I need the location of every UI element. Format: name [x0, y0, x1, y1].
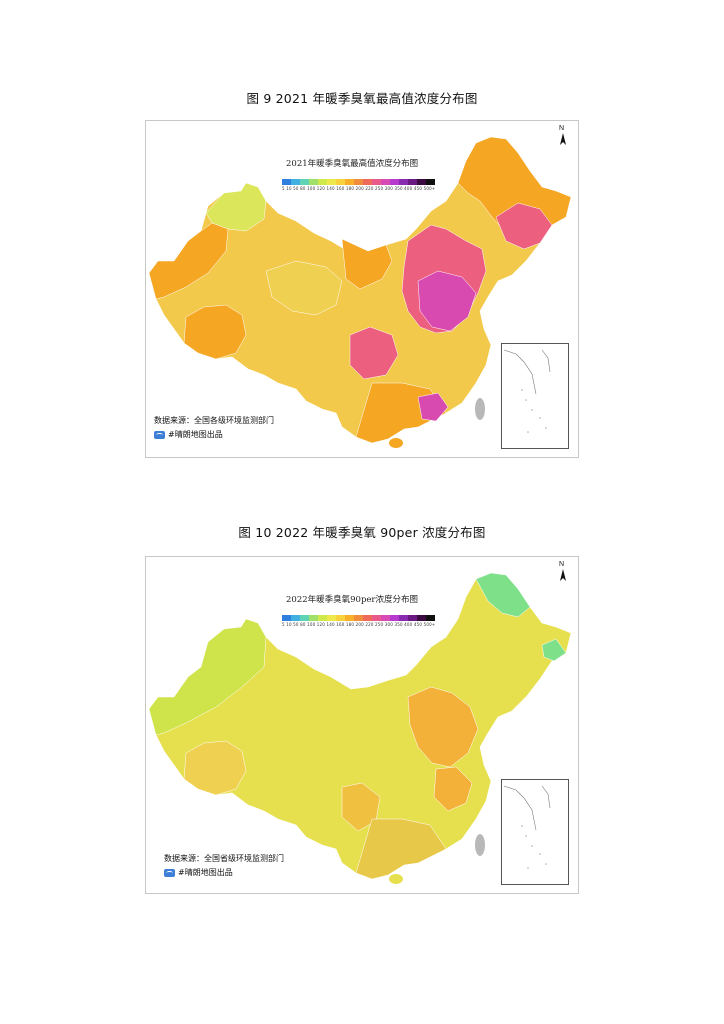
map2-region-liaoning-green: [541, 638, 567, 662]
south-china-sea-inset: [501, 343, 569, 449]
legend-swatch: [417, 179, 426, 185]
inset-map: [503, 785, 551, 869]
china-map-2022: [148, 572, 572, 884]
map-region-liaoning: [495, 202, 553, 250]
legend-swatch: [300, 179, 309, 185]
legend-swatch: [309, 179, 318, 185]
legend-swatch: [345, 615, 354, 621]
legend-swatch: [327, 615, 336, 621]
legend-swatch: [291, 615, 300, 621]
legend-labels-2021: 5 10 50 80 100 120 140 160 180 200 220 2…: [282, 186, 436, 191]
legend-swatch: [309, 615, 318, 621]
figure-10-caption: 图 10 2022 年暖季臭氧 90per 浓度分布图: [238, 525, 486, 540]
map-region-henan-shandong: [417, 270, 477, 332]
map2-region-south: [355, 818, 447, 880]
legend-swatch: [345, 179, 354, 185]
legend-swatch: [282, 179, 291, 185]
legend-bar-2022: [282, 615, 435, 621]
legend-swatch: [318, 615, 327, 621]
map-region-xinjiang-south: [148, 222, 229, 300]
legend-swatch: [372, 179, 381, 185]
china-map-2021: [148, 136, 572, 448]
map-region-xinjiang: [205, 182, 267, 232]
legend-swatch: [354, 615, 363, 621]
legend-swatch: [363, 179, 372, 185]
legend-swatch: [354, 179, 363, 185]
legend-swatch: [300, 615, 309, 621]
map-taiwan: [475, 398, 485, 420]
ozone-map-2022: 2022年暖季臭氧90per浓度分布图 5 10 50 80 100 120 1…: [145, 556, 579, 894]
map2-region-north-china: [407, 686, 479, 768]
south-china-sea-inset: [501, 779, 569, 885]
map-region-tibet: [183, 304, 247, 360]
legend-swatch: [426, 179, 435, 185]
legend-swatch: [408, 615, 417, 621]
map-region-sichuan: [349, 326, 399, 380]
legend-swatch: [372, 615, 381, 621]
legend-swatch: [291, 179, 300, 185]
legend-swatch: [408, 179, 417, 185]
data-source-2021: 数据来源：全国各级环境监测部门: [154, 416, 274, 425]
map-title-2022: 2022年暖季臭氧90per浓度分布图: [286, 595, 418, 605]
legend-swatch: [318, 179, 327, 185]
cloud-logo-icon: [154, 430, 165, 439]
data-source-2022: 数据来源：全国省级环境监测部门: [164, 854, 284, 863]
legend-swatch: [381, 179, 390, 185]
map-hainan: [389, 438, 403, 448]
map-region-guangdong: [417, 392, 449, 422]
north-label: N: [559, 125, 565, 132]
legend-labels-2022: 5 10 50 80 100 120 140 160 180 200 220 2…: [282, 622, 436, 627]
legend-swatch: [381, 615, 390, 621]
map2-region-tibet: [183, 740, 247, 796]
map2-region-xinjiang: [148, 618, 267, 736]
map2-taiwan: [475, 834, 485, 856]
map-title-2021: 2021年暖季臭氧最高值浓度分布图: [286, 159, 419, 169]
map2-region-east: [433, 766, 473, 812]
legend-swatch: [390, 615, 399, 621]
legend-swatch: [327, 179, 336, 185]
publisher-2021: #晴朗地图出品: [154, 429, 223, 440]
legend-swatch: [417, 615, 426, 621]
ozone-map-2021: 2021年暖季臭氧最高值浓度分布图 5 10 50 80 100 120 140…: [145, 120, 579, 458]
publisher-2022: #晴朗地图出品: [164, 867, 233, 878]
map-region-qinghai: [265, 260, 343, 316]
north-arrow-icon: N: [556, 125, 570, 147]
legend-swatch: [426, 615, 435, 621]
cloud-logo-icon: [164, 868, 175, 877]
legend-swatch: [336, 179, 345, 185]
legend-bar-2021: [282, 179, 435, 185]
legend-swatch: [363, 615, 372, 621]
north-arrow-icon: N: [556, 561, 570, 583]
legend-swatch: [336, 615, 345, 621]
map2-region-northeast-green: [475, 572, 531, 618]
legend-swatch: [390, 179, 399, 185]
publisher-label-2022: #晴朗地图出品: [178, 868, 233, 877]
legend-swatch: [282, 615, 291, 621]
legend-swatch: [399, 179, 408, 185]
map-region-gansu: [341, 238, 393, 290]
figure-9-caption: 图 9 2021 年暖季臭氧最高值浓度分布图: [246, 91, 478, 106]
legend-swatch: [399, 615, 408, 621]
publisher-label-2021: #晴朗地图出品: [168, 430, 223, 439]
map2-hainan: [389, 874, 403, 884]
inset-map: [503, 349, 551, 433]
north-label: N: [559, 561, 565, 568]
